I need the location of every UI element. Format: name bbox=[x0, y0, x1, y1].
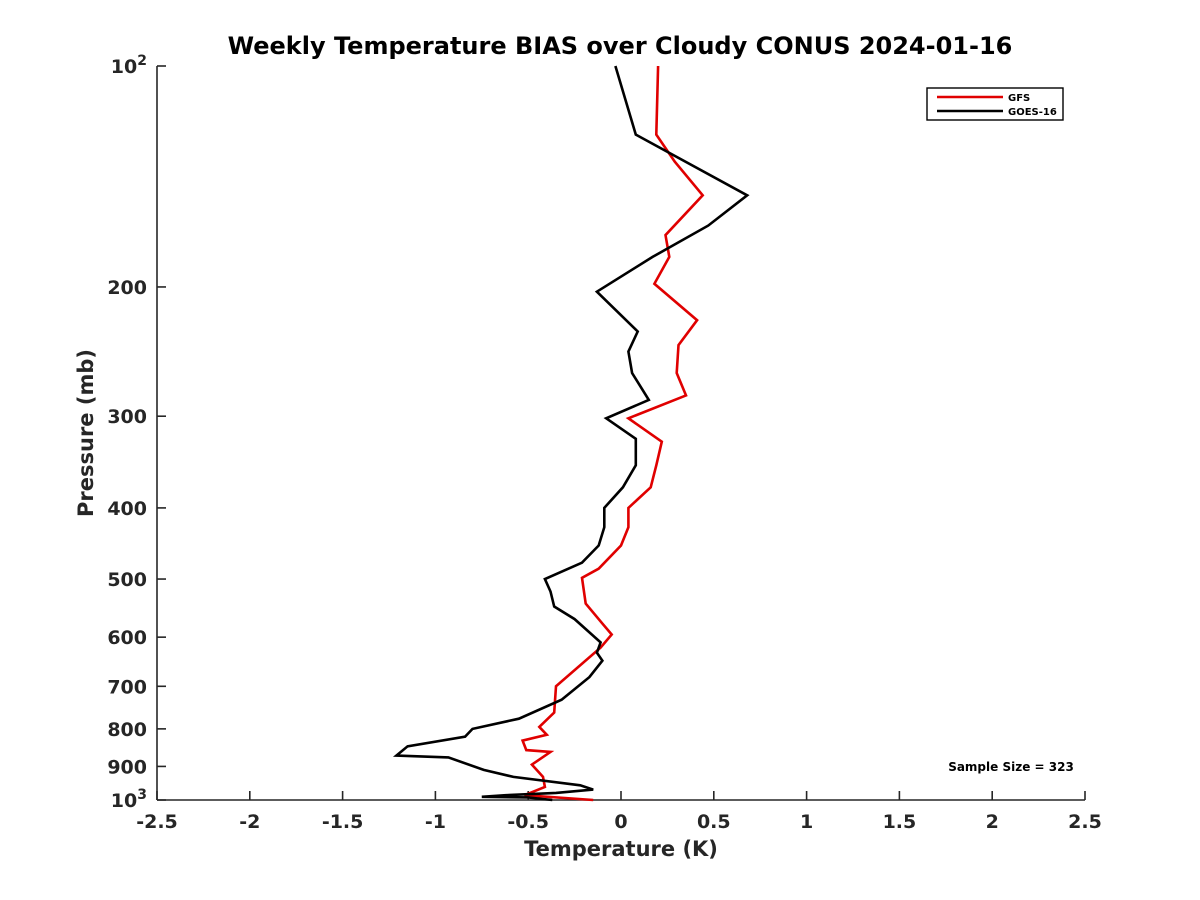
y-tick-base: 10 bbox=[111, 56, 137, 78]
x-tick-label: -0.5 bbox=[507, 811, 549, 833]
legend: GFS GOES-16 bbox=[926, 87, 1064, 121]
legend-label: GOES-16 bbox=[1008, 107, 1057, 118]
x-tick-label: 0.5 bbox=[697, 811, 731, 833]
x-tick-label: 1 bbox=[800, 811, 813, 833]
y-tick-label-power: 103 bbox=[111, 787, 147, 812]
y-tick-label-power: 102 bbox=[111, 53, 147, 78]
x-axis-label: Temperature (K) bbox=[524, 837, 718, 861]
legend-box bbox=[926, 87, 1064, 121]
x-tick-label: 1.5 bbox=[883, 811, 917, 833]
series-line-gfs bbox=[520, 65, 705, 802]
x-tick-label: 2 bbox=[986, 811, 999, 833]
x-tick-label: -1.5 bbox=[322, 811, 364, 833]
series-line-goes-16 bbox=[392, 65, 750, 802]
sample-size-annotation: Sample Size = 323 bbox=[948, 760, 1074, 774]
plot-area: -2.5 -2 -1.5 -1 -0.5 0 0.5 1 1.5 2 2.5 10220030040… bbox=[107, 53, 1102, 833]
y-tick-label: 200 bbox=[107, 277, 147, 299]
x-tick-label: 2.5 bbox=[1068, 811, 1102, 833]
y-tick-label: 700 bbox=[107, 676, 147, 698]
chart-title: Weekly Temperature BIAS over Cloudy CONU… bbox=[228, 32, 1013, 60]
y-tick-label: 400 bbox=[107, 498, 147, 520]
y-tick-exponent: 3 bbox=[137, 787, 147, 803]
y-tick-label: 900 bbox=[107, 756, 147, 778]
y-axis-label: Pressure (mb) bbox=[74, 349, 98, 517]
series-lines bbox=[392, 65, 750, 802]
x-tick-label: -2.5 bbox=[136, 811, 178, 833]
y-tick-label: 800 bbox=[107, 719, 147, 741]
x-tick-label: 0 bbox=[614, 811, 627, 833]
x-ticks: -2.5 -2 -1.5 -1 -0.5 0 0.5 1 1.5 2 2.5 bbox=[136, 791, 1102, 833]
y-tick-exponent: 2 bbox=[137, 53, 147, 69]
legend-label: GFS bbox=[1008, 93, 1030, 104]
y-tick-base: 10 bbox=[111, 790, 137, 812]
x-tick-label: -1 bbox=[425, 811, 446, 833]
x-tick-label: -2 bbox=[239, 811, 260, 833]
y-tick-label: 300 bbox=[107, 406, 147, 428]
y-tick-label: 500 bbox=[107, 569, 147, 591]
y-tick-label: 600 bbox=[107, 627, 147, 649]
